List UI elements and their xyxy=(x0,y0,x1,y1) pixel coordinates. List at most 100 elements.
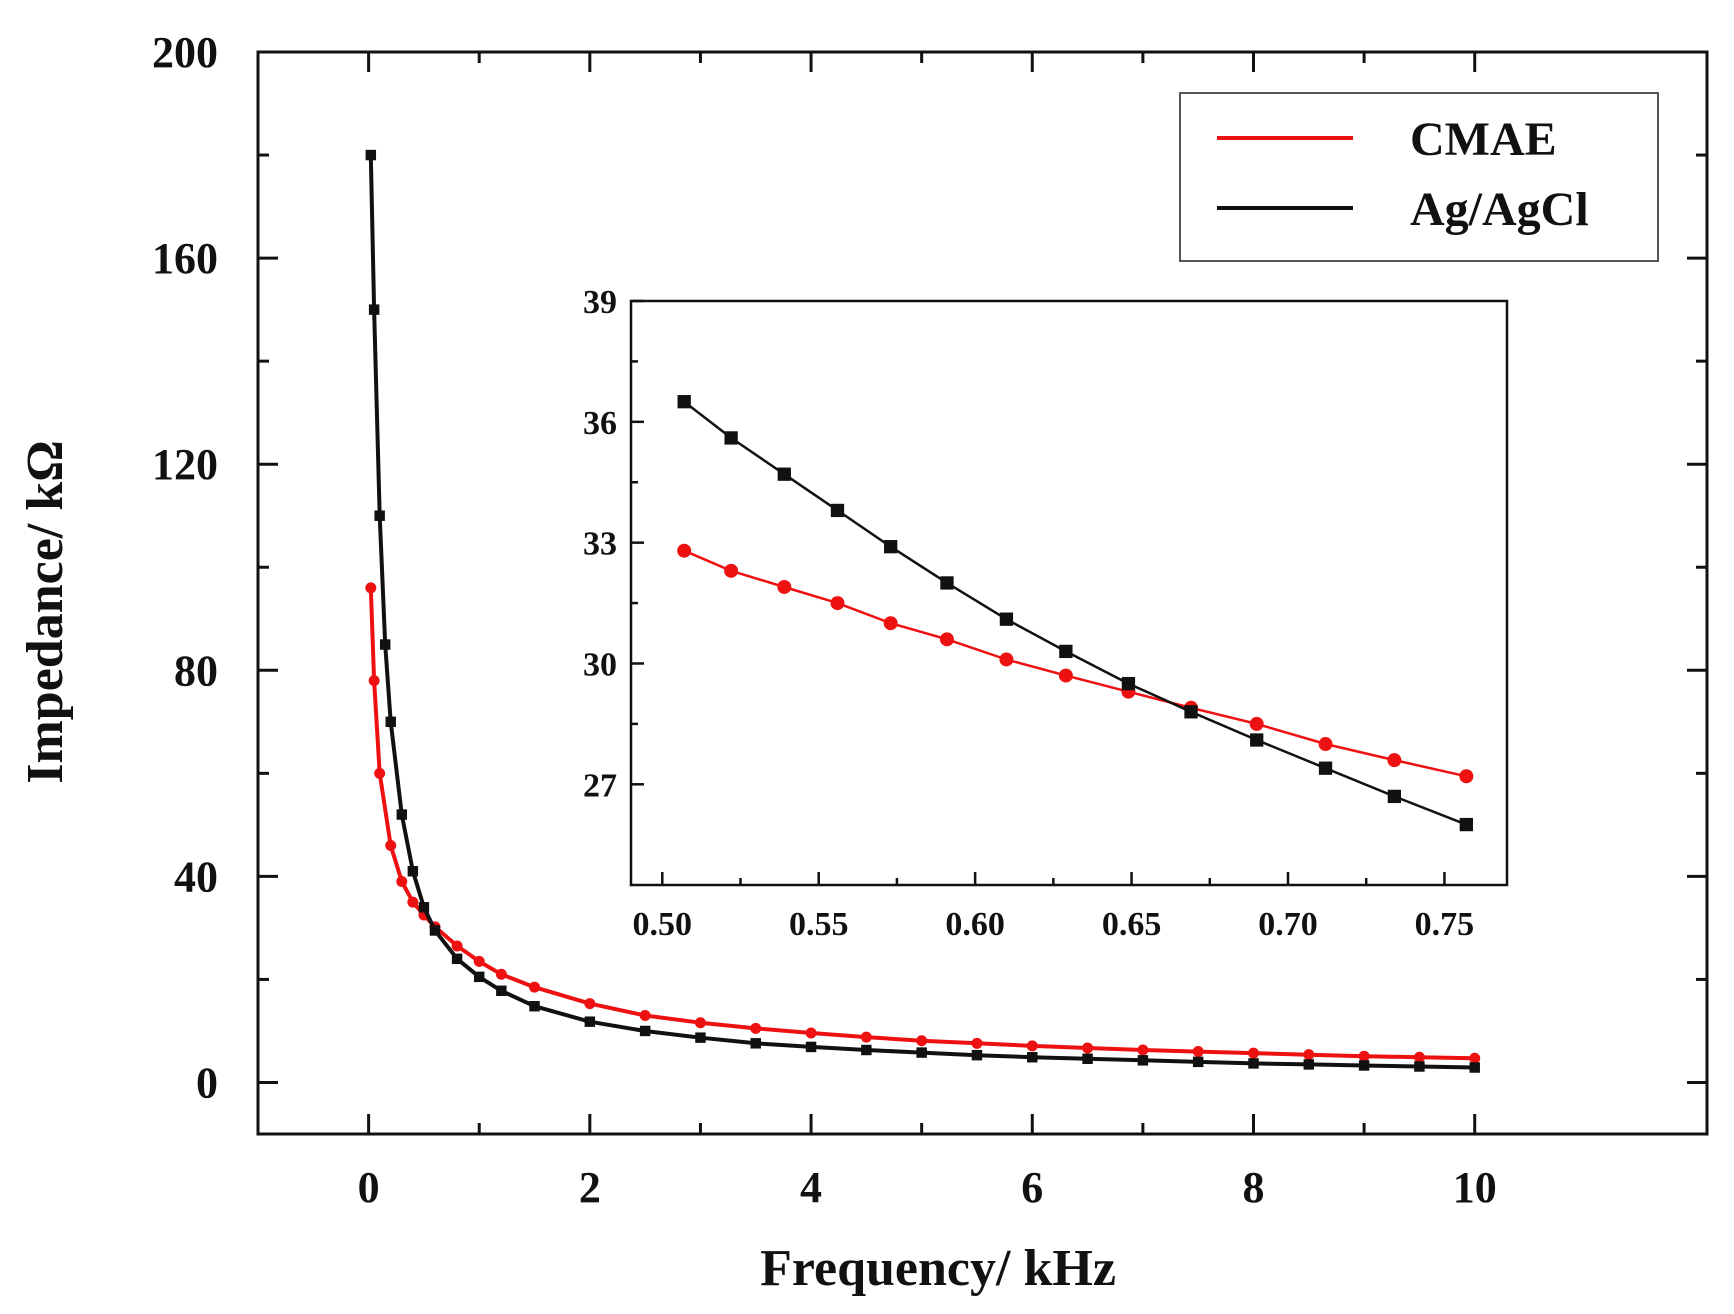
inset-point xyxy=(724,563,739,578)
main-x-tick-label: 8 xyxy=(1242,1163,1264,1212)
main-point xyxy=(365,149,377,161)
main-point xyxy=(1192,1046,1204,1058)
main-point xyxy=(451,953,463,965)
main-point xyxy=(396,876,408,888)
main-point xyxy=(805,1041,817,1053)
legend-label-1: Ag/AgCl xyxy=(1410,183,1589,236)
legend: CMAE Ag/AgCl xyxy=(1179,92,1659,262)
main-y-tick-label: 40 xyxy=(174,852,218,901)
main-point xyxy=(694,1017,706,1029)
main-point xyxy=(1082,1042,1094,1054)
main-plot-frame xyxy=(256,50,1709,1136)
main-y-tick-label: 0 xyxy=(196,1058,218,1107)
inset-series-line-0 xyxy=(682,549,1468,778)
main-point xyxy=(418,902,430,913)
main-point xyxy=(473,955,485,967)
main-point xyxy=(1358,1060,1370,1071)
inset-x-tick-label: 0.65 xyxy=(1102,906,1162,943)
legend-box xyxy=(1179,92,1659,262)
inset-point xyxy=(777,467,791,481)
main-point xyxy=(584,998,596,1010)
main-point xyxy=(971,1049,983,1061)
main-x-tick-label: 4 xyxy=(800,1163,822,1212)
main-point xyxy=(374,510,385,521)
main-point xyxy=(385,839,397,851)
main-point xyxy=(529,981,541,993)
main-point xyxy=(374,767,386,779)
inset-point xyxy=(1459,769,1474,784)
inset-y-tick-label: 39 xyxy=(583,284,617,321)
main-point xyxy=(695,1032,706,1043)
main-point xyxy=(971,1037,983,1049)
main-point xyxy=(860,1031,872,1043)
inset-y-tick-label: 27 xyxy=(583,767,617,804)
main-point xyxy=(1303,1059,1315,1070)
inset-point xyxy=(830,503,845,518)
main-point xyxy=(365,582,377,594)
main-y-tick-label: 120 xyxy=(152,440,218,489)
main-point xyxy=(495,968,507,980)
main-point xyxy=(1303,1049,1315,1061)
main-point xyxy=(1248,1058,1259,1069)
inset-point xyxy=(1387,789,1402,804)
inset-point xyxy=(677,395,691,409)
main-point xyxy=(429,925,441,936)
y-axis-title: Impedance/ kΩ xyxy=(17,440,74,784)
inset-x-tick-label: 0.75 xyxy=(1415,906,1475,943)
inset-point xyxy=(1318,761,1333,775)
main-point xyxy=(379,639,391,650)
inset-point xyxy=(939,632,954,647)
inset-point xyxy=(1459,817,1473,832)
inset-x-tick-label: 0.70 xyxy=(1258,906,1318,943)
main-x-tick-label: 0 xyxy=(358,1163,380,1212)
main-point xyxy=(916,1035,928,1047)
main-point xyxy=(1192,1056,1204,1068)
inset-point xyxy=(1250,733,1264,747)
inset-x-tick-label: 0.55 xyxy=(789,906,849,943)
main-point xyxy=(473,971,485,983)
inset-point xyxy=(883,616,898,631)
inset-point xyxy=(677,543,692,558)
main-point xyxy=(750,1038,761,1049)
main-point xyxy=(529,1000,540,1012)
main-point xyxy=(496,985,507,996)
inset-point xyxy=(1121,676,1136,691)
inset-point xyxy=(884,540,898,554)
main-point xyxy=(451,940,463,952)
inset-plot-frame xyxy=(629,299,1509,887)
main-point xyxy=(1026,1040,1038,1052)
inset-point xyxy=(1058,668,1073,683)
inset-point xyxy=(999,612,1014,626)
main-series-line-1 xyxy=(368,153,1477,1070)
main-y-tick-label: 80 xyxy=(174,646,218,695)
inset-y-tick-label: 36 xyxy=(583,405,617,442)
inset-x-tick-label: 0.50 xyxy=(633,906,693,943)
main-x-tick-label: 2 xyxy=(579,1163,601,1212)
main-point xyxy=(584,1016,596,1027)
main-point xyxy=(1027,1052,1038,1063)
x-axis-title: Frequency/ kHz xyxy=(760,1240,1116,1297)
inset-series-line-1 xyxy=(682,400,1468,826)
inset-point xyxy=(1249,716,1264,731)
main-point xyxy=(1082,1053,1093,1065)
main-point xyxy=(1469,1052,1481,1064)
main-point xyxy=(750,1022,762,1034)
main-point xyxy=(1137,1044,1149,1056)
main-point xyxy=(916,1047,927,1058)
main-point xyxy=(639,1009,651,1021)
main-x-tick-label: 10 xyxy=(1453,1163,1497,1212)
inset-point xyxy=(830,596,845,611)
main-point xyxy=(1413,1051,1425,1063)
main-x-tick-label: 6 xyxy=(1021,1163,1043,1212)
main-point xyxy=(407,896,419,908)
main-y-tick-label: 160 xyxy=(152,234,218,283)
main-point xyxy=(861,1044,872,1056)
main-y-tick-label: 200 xyxy=(152,28,218,77)
main-point xyxy=(368,675,380,687)
main-plot: 0 2 4 6 8 10 0 40 80 120 160 200 xyxy=(152,28,1709,1212)
inset-point xyxy=(1184,705,1198,719)
main-point xyxy=(1469,1062,1480,1073)
main-point xyxy=(407,866,419,877)
inset-point xyxy=(1059,644,1073,659)
